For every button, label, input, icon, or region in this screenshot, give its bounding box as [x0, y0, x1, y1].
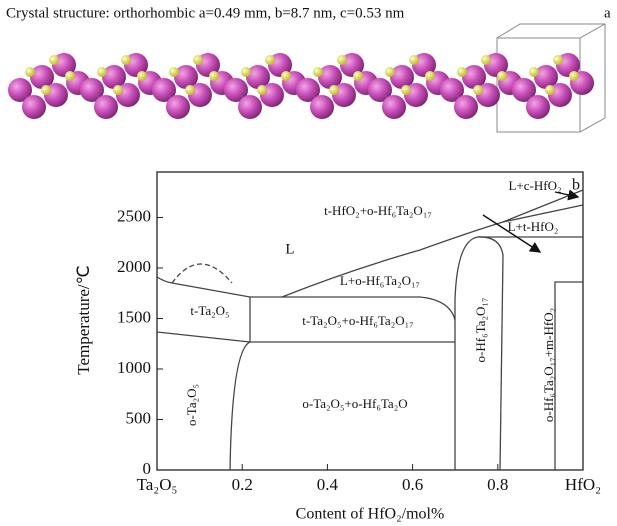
atom: [545, 85, 555, 95]
atom: [121, 55, 131, 65]
atom: [329, 85, 339, 95]
atom: [457, 67, 467, 77]
caption: Crystal structure: orthorhombic a=0.49 m…: [6, 5, 405, 21]
atom: [185, 85, 195, 95]
atom: [137, 71, 147, 81]
y-axis-label: Temperature/℃: [74, 265, 93, 374]
x-axis-label: Content of HfO₂/mol%: [296, 506, 445, 523]
panel-label: a: [604, 5, 611, 21]
atom: [337, 55, 347, 65]
atom: [41, 85, 51, 95]
atom: [529, 67, 539, 77]
region-label: t-HfO₂+o-Hf₆Ta₂O₁₇: [324, 203, 432, 218]
x-tick-label: HfO₂: [565, 475, 601, 494]
y-tick-label: 1000: [117, 358, 151, 377]
atom: [97, 67, 107, 77]
region-label: L: [285, 241, 294, 257]
region-label: o-Hf₆Ta₂O₁₇+m-HfO₂: [541, 308, 556, 422]
atom: [353, 71, 363, 81]
y-tick-label: 2000: [117, 257, 151, 276]
panel-label: b: [572, 177, 580, 194]
x-tick-label: 0.8: [487, 475, 508, 494]
y-tick-label: 500: [126, 408, 152, 427]
atom: [166, 95, 190, 119]
atom: [257, 85, 267, 95]
atom: [169, 67, 179, 77]
atom: [209, 71, 219, 81]
region-label: t-Ta₂O₅+o-Hf₆Ta₂O₁₇: [302, 313, 413, 328]
crystal-structure: [8, 24, 605, 132]
atom: [553, 55, 563, 65]
region-label: L+t-HfO₂: [508, 219, 559, 234]
figure: Crystal structure: orthorhombic a=0.49 m…: [0, 0, 617, 526]
region-label: o-Ta₂O₅+o-Hf₆Ta₂O: [302, 396, 407, 411]
atom: [241, 67, 251, 77]
atom: [385, 67, 395, 77]
atom: [401, 85, 411, 95]
atom: [425, 71, 435, 81]
atom: [22, 95, 46, 119]
x-tick-label: 0.2: [232, 475, 253, 494]
atom: [49, 55, 59, 65]
atom: [481, 55, 491, 65]
atom: [281, 71, 291, 81]
atom: [473, 85, 483, 95]
atom: [65, 71, 75, 81]
region-label: L+o-Hf₆Ta₂O₁₇: [340, 273, 420, 288]
atom: [569, 71, 579, 81]
atom: [25, 67, 35, 77]
atom: [94, 95, 118, 119]
atom: [310, 95, 334, 119]
x-tick-label: Ta₂O₅: [137, 475, 178, 494]
region-label: t-Ta₂O₅: [190, 303, 229, 318]
atom: [265, 55, 275, 65]
region-label: L+c-HfO₂: [508, 178, 561, 193]
atom: [313, 67, 323, 77]
atom: [382, 95, 406, 119]
y-tick-label: 1500: [117, 307, 151, 326]
region-label: o-Hf₆Ta₂O₁₇: [473, 298, 488, 363]
x-tick-label: 0.4: [317, 475, 339, 494]
x-tick-label: 0.6: [402, 475, 423, 494]
atom: [238, 95, 262, 119]
atom: [409, 55, 419, 65]
atom: [454, 95, 478, 119]
atom: [193, 55, 203, 65]
atom: [113, 85, 123, 95]
y-tick-label: 2500: [117, 206, 151, 225]
atom: [497, 71, 507, 81]
region-label: o-Ta₂O₅: [184, 384, 199, 426]
atom: [526, 95, 550, 119]
